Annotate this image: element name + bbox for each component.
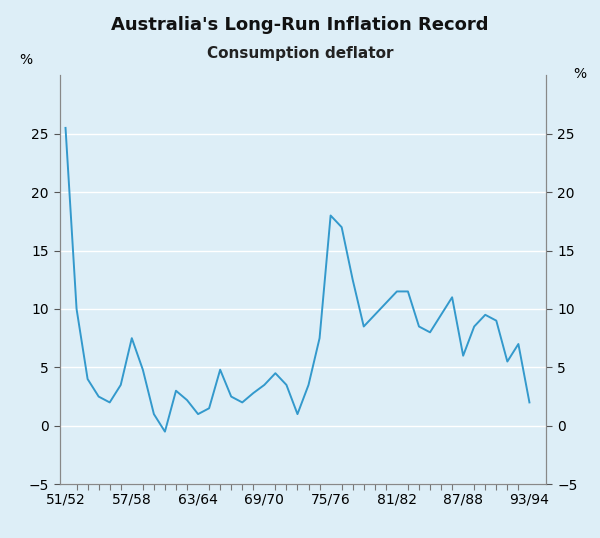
Y-axis label: %: % <box>574 67 587 81</box>
Text: Consumption deflator: Consumption deflator <box>207 46 393 61</box>
Text: Australia's Long-Run Inflation Record: Australia's Long-Run Inflation Record <box>111 16 489 34</box>
Y-axis label: %: % <box>19 53 32 67</box>
